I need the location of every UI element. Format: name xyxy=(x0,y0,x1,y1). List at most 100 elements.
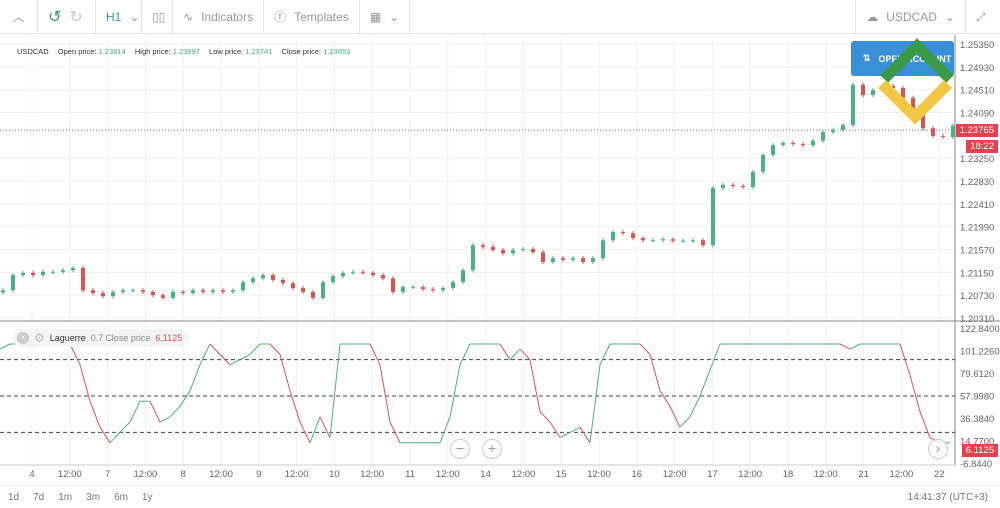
period-1y[interactable]: 1y xyxy=(141,491,153,503)
candle-body xyxy=(181,291,185,293)
laguerre-segment xyxy=(539,411,551,423)
collapse-button[interactable]: ︿ xyxy=(0,0,38,34)
candle-body xyxy=(501,250,505,254)
time-tick-label: 14 xyxy=(480,469,491,480)
candle-body xyxy=(1,290,5,293)
time-tick-label: 12:00 xyxy=(512,469,536,480)
time-tick-label: 22 xyxy=(934,469,945,480)
time-tick-label: 17 xyxy=(707,469,718,480)
laguerre-segment xyxy=(449,364,461,417)
time-tick-label: 12:00 xyxy=(890,469,914,480)
laguerre-segment xyxy=(219,354,231,366)
laguerre-segment xyxy=(849,343,861,350)
gear-icon[interactable]: ⚙ xyxy=(34,331,45,345)
scroll-right-button[interactable]: › xyxy=(928,439,948,459)
time-tick-label: 7 xyxy=(105,469,110,480)
laguerre-segment xyxy=(559,431,571,439)
period-3m[interactable]: 3m xyxy=(86,491,101,503)
arrows-updown-icon: ⇅ xyxy=(863,53,871,63)
time-tick-label: 12:00 xyxy=(436,469,460,480)
price-tick-label: 1.21990 xyxy=(960,223,994,234)
laguerre-segment xyxy=(839,343,851,350)
period-1m[interactable]: 1m xyxy=(58,491,73,503)
candle-body xyxy=(781,142,785,146)
candle-body xyxy=(491,246,495,251)
laguerre-segment xyxy=(249,343,261,355)
chart-type-button[interactable]: ▯▯ xyxy=(142,0,173,34)
laguerre-segment xyxy=(89,401,101,428)
period-7d[interactable]: 7d xyxy=(33,491,45,503)
candle-body xyxy=(611,232,615,241)
indicator-tick-label: 57.9980 xyxy=(960,392,994,403)
indicator-tick-label: 36.3840 xyxy=(960,414,994,425)
laguerre-segment xyxy=(579,426,591,444)
redo-icon[interactable]: ↻ xyxy=(69,8,83,26)
candle-body xyxy=(291,283,295,289)
chart-canvas[interactable]: 1.25350 1.24930 1.24510 1.24090 1.23250 1.228… xyxy=(0,0,1000,485)
period-1d[interactable]: 1d xyxy=(8,491,20,503)
laguerre-segment xyxy=(129,400,141,423)
laguerre-segment xyxy=(689,395,701,418)
laguerre-segment xyxy=(529,359,541,412)
laguerre-segment xyxy=(229,359,241,366)
price-tick-label: 1.21570 xyxy=(960,246,994,257)
candle-body xyxy=(901,88,905,98)
candle-body xyxy=(651,240,655,242)
fullscreen-button[interactable]: ⤢ xyxy=(976,9,986,24)
indicator-tick-label: 14.7700 xyxy=(960,437,994,448)
candle-body xyxy=(391,278,395,292)
time-tick-label: 12:00 xyxy=(738,469,762,480)
price-tick-label: 1.24930 xyxy=(960,63,994,74)
high-value: 1.23897 xyxy=(172,47,200,56)
symbol-select[interactable]: ☁ USDCAD ⌄ xyxy=(855,0,966,34)
laguerre-segment xyxy=(279,354,291,391)
candle-body xyxy=(11,275,15,291)
laguerre-segment xyxy=(319,416,331,438)
period-6m[interactable]: 6m xyxy=(114,491,128,503)
high-label: High price: xyxy=(134,47,171,56)
laguerre-segment xyxy=(649,354,661,391)
candle-body xyxy=(271,275,275,280)
time-tick-label: 8 xyxy=(181,469,186,480)
indicator-param: 0.7 xyxy=(90,333,104,343)
candle-body xyxy=(601,240,605,259)
laguerre-segment xyxy=(639,343,651,355)
laguerre-segment xyxy=(69,343,81,366)
candle-body xyxy=(641,238,645,241)
candle-body xyxy=(881,85,885,91)
candle-body xyxy=(101,292,105,297)
timeframe-select[interactable]: H1 ⌄ xyxy=(96,0,142,34)
indicator-value-label: 6.1125 xyxy=(961,444,998,457)
time-tick-label: 12:00 xyxy=(58,469,82,480)
chevron-down-icon: ⌄ xyxy=(129,9,140,24)
laguerre-segment xyxy=(659,390,671,407)
laguerre-segment xyxy=(679,416,691,428)
undo-icon[interactable]: ↺ xyxy=(48,8,62,26)
indicators-button[interactable]: ∿ Indicators xyxy=(173,0,265,34)
laguerre-segment xyxy=(169,406,181,418)
indicator-tick-label: 79.6120 xyxy=(960,369,994,380)
time-tick-label: 12:00 xyxy=(814,469,838,480)
laguerre-segment xyxy=(589,364,601,443)
candle-body xyxy=(131,290,135,292)
candle-body xyxy=(911,97,915,110)
time-tick-label: 15 xyxy=(556,469,567,480)
open-account-button[interactable]: ⇅ OPEN ACCOUNT xyxy=(851,41,954,76)
remove-indicator-icon[interactable]: × xyxy=(17,332,29,344)
laguerre-segment xyxy=(919,411,931,438)
price-tick-label: 1.20310 xyxy=(960,314,994,325)
candle-body xyxy=(251,278,255,283)
candle-body xyxy=(541,252,545,263)
laguerre-segment xyxy=(709,343,721,371)
candle-body xyxy=(431,289,435,291)
zoom-in-button[interactable]: + xyxy=(482,439,502,459)
candle-body xyxy=(371,272,375,276)
candle-body xyxy=(531,248,535,253)
laguerre-segment xyxy=(289,390,301,423)
calendar-button[interactable]: ▦ ⌄ xyxy=(360,0,411,34)
zoom-out-button[interactable]: − xyxy=(450,439,470,459)
open-label: Open price: xyxy=(57,47,97,56)
open-account-label: OPEN ACCOUNT xyxy=(878,53,952,64)
templates-button[interactable]: ⓕ Templates xyxy=(264,0,360,34)
candle-body xyxy=(851,84,855,126)
